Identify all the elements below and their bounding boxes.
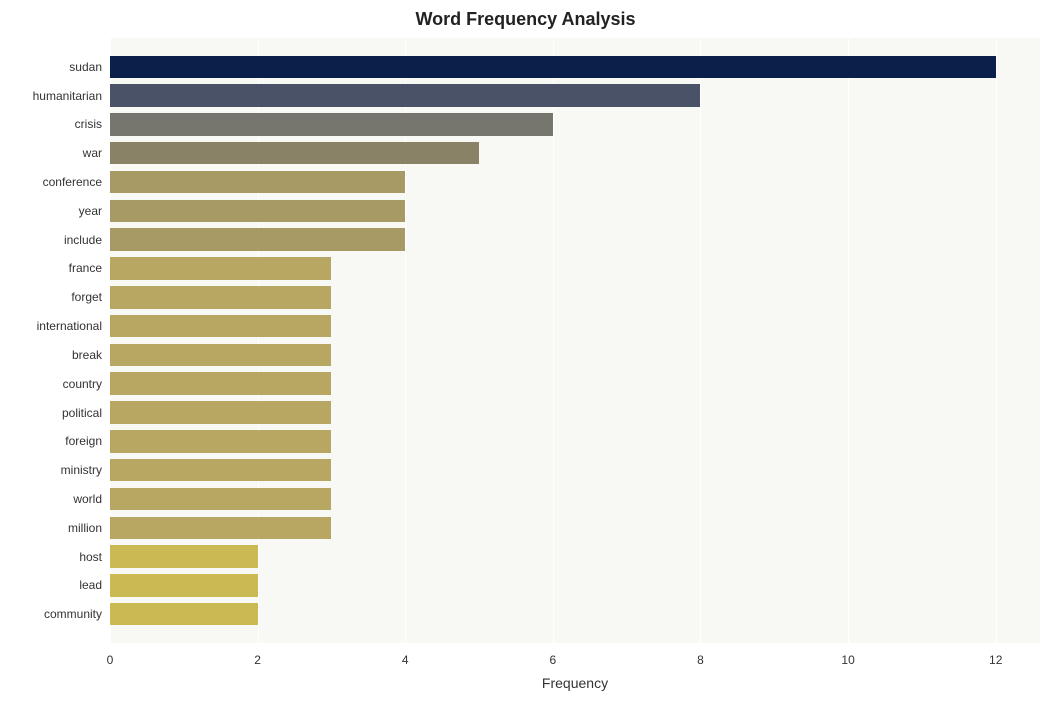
bar: [110, 56, 996, 78]
bar: [110, 545, 258, 567]
bar: [110, 372, 331, 394]
grid-line: [996, 38, 997, 643]
chart-container: Word Frequency Analysis sudan humanitaria…: [0, 0, 1051, 701]
x-tick-label: 6: [550, 653, 557, 667]
bar: [110, 113, 553, 135]
y-tick-label: year: [79, 204, 102, 218]
bar: [110, 517, 331, 539]
bar: [110, 315, 331, 337]
x-tick-label: 10: [841, 653, 854, 667]
x-tick-label: 8: [697, 653, 704, 667]
y-tick-label: war: [83, 146, 102, 160]
y-tick-label: country: [63, 377, 102, 391]
y-tick-label: break: [72, 348, 102, 362]
x-tick-label: 2: [254, 653, 261, 667]
plot-area: [110, 38, 1040, 643]
grid-line: [700, 38, 701, 643]
y-axis-labels: sudan humanitarian crisis war conference year…: [0, 38, 102, 643]
y-tick-label: humanitarian: [33, 89, 102, 103]
y-tick-label: international: [37, 319, 102, 333]
grid-line: [848, 38, 849, 643]
x-tick-label: 0: [107, 653, 114, 667]
y-tick-label: world: [73, 492, 102, 506]
bar: [110, 142, 479, 164]
bar: [110, 488, 331, 510]
bar: [110, 430, 331, 452]
y-tick-label: lead: [79, 578, 102, 592]
y-tick-label: sudan: [69, 60, 102, 74]
y-tick-label: host: [79, 550, 102, 564]
bar: [110, 171, 405, 193]
y-tick-label: community: [44, 607, 102, 621]
bar: [110, 401, 331, 423]
bar: [110, 344, 331, 366]
y-tick-label: forget: [71, 290, 102, 304]
y-tick-label: crisis: [75, 117, 102, 131]
y-tick-label: political: [62, 406, 102, 420]
x-tick-label: 4: [402, 653, 409, 667]
bar: [110, 574, 258, 596]
chart-title: Word Frequency Analysis: [0, 9, 1051, 30]
bar: [110, 228, 405, 250]
y-tick-label: france: [69, 261, 102, 275]
x-tick-label: 12: [989, 653, 1002, 667]
bar: [110, 459, 331, 481]
y-tick-label: conference: [43, 175, 102, 189]
bar: [110, 84, 700, 106]
bar: [110, 200, 405, 222]
y-tick-label: foreign: [65, 434, 102, 448]
y-tick-label: include: [64, 233, 102, 247]
x-axis-title: Frequency: [110, 675, 1040, 691]
bar: [110, 286, 331, 308]
y-tick-label: ministry: [61, 463, 102, 477]
bar: [110, 257, 331, 279]
bar: [110, 603, 258, 625]
y-tick-label: million: [68, 521, 102, 535]
grid-line: [553, 38, 554, 643]
